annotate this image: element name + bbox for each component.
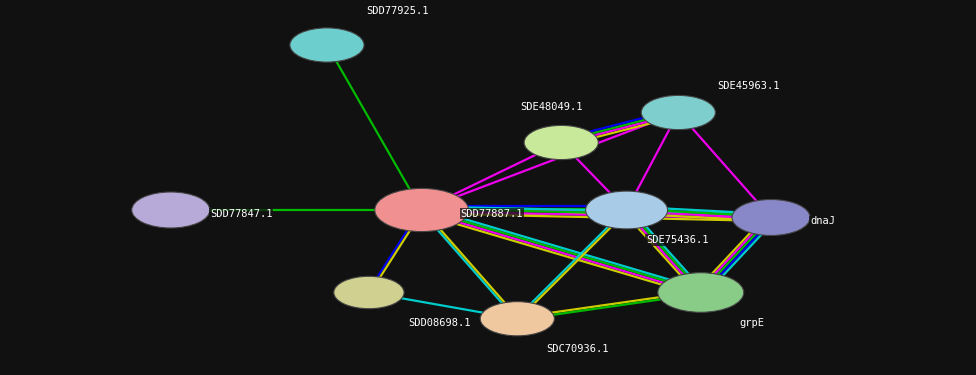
Ellipse shape	[132, 192, 210, 228]
Text: SDD08698.1: SDD08698.1	[408, 318, 470, 327]
Text: SDD77887.1: SDD77887.1	[461, 209, 523, 219]
Text: SDC70936.1: SDC70936.1	[547, 344, 609, 354]
Ellipse shape	[641, 95, 715, 130]
Ellipse shape	[524, 125, 598, 160]
Text: SDD77925.1: SDD77925.1	[366, 6, 428, 16]
Ellipse shape	[586, 191, 668, 229]
Ellipse shape	[658, 273, 744, 312]
Text: SDE75436.1: SDE75436.1	[646, 235, 709, 245]
Text: SDD77847.1: SDD77847.1	[210, 209, 272, 219]
Ellipse shape	[334, 276, 404, 309]
Text: dnaJ: dnaJ	[810, 216, 835, 226]
Ellipse shape	[732, 200, 810, 236]
Ellipse shape	[290, 28, 364, 62]
Ellipse shape	[375, 188, 468, 232]
Text: SDE48049.1: SDE48049.1	[520, 102, 583, 112]
Ellipse shape	[480, 302, 554, 336]
Text: SDE45963.1: SDE45963.1	[717, 81, 780, 91]
Text: grpE: grpE	[740, 318, 765, 327]
